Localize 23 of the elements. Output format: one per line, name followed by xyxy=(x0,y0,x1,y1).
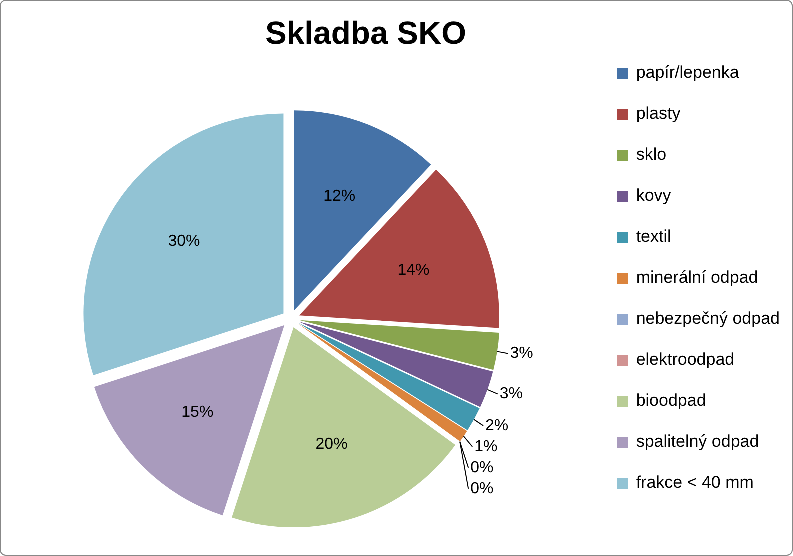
data-label: 20% xyxy=(316,436,348,454)
chart-title: Skladba SKO xyxy=(264,15,468,52)
data-label: 3% xyxy=(510,345,534,362)
data-label: 2% xyxy=(486,417,509,434)
data-label: 12% xyxy=(324,188,356,205)
legend-label: kovy xyxy=(636,186,672,206)
data-label: 3% xyxy=(500,386,523,403)
data-label: 1% xyxy=(474,438,498,456)
text: 0% xyxy=(470,480,494,498)
legend-label: textil xyxy=(636,227,672,247)
data-label: 15% xyxy=(182,404,214,421)
legend-label: nebezpečný odpad xyxy=(636,309,780,329)
legend-label: minerální odpad xyxy=(636,268,758,288)
legend-label: sklo xyxy=(636,145,667,165)
legend-label: frakce < 40 mm xyxy=(636,473,754,493)
legend-label: elektroodpad xyxy=(636,350,735,370)
legend-label: papír/lepenka xyxy=(636,63,740,83)
text: 0% xyxy=(470,459,494,476)
legend-label: plasty xyxy=(636,104,681,124)
data-label: 30% xyxy=(168,232,200,250)
legend-label: bioodpad xyxy=(636,391,706,411)
legend-label: spalitelný odpad xyxy=(636,432,760,452)
data-label: 14% xyxy=(398,262,430,279)
